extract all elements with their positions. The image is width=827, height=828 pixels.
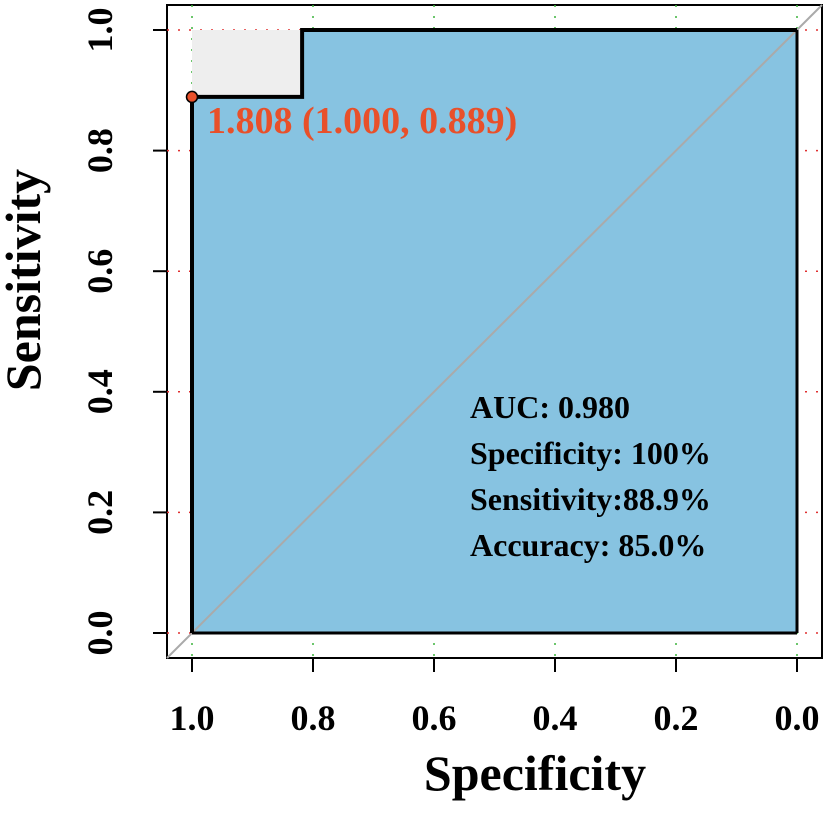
y-tick-label: 0.0 bbox=[80, 611, 120, 656]
y-axis-title: Sensitivity bbox=[0, 169, 51, 391]
stat-line: Specificity: 100% bbox=[470, 435, 711, 471]
x-tick-label: 1.0 bbox=[170, 698, 215, 738]
partial-auc-fill bbox=[192, 30, 797, 633]
roc-curve bbox=[190, 28, 797, 633]
stat-line: Accuracy: 85.0% bbox=[470, 527, 706, 563]
y-tick-label: 0.8 bbox=[80, 128, 120, 173]
x-tick-label: 0.4 bbox=[533, 698, 578, 738]
y-tick-label: 0.6 bbox=[80, 249, 120, 294]
y-tick-label: 0.4 bbox=[80, 369, 120, 414]
stat-line: Sensitivity:88.9% bbox=[470, 481, 711, 517]
threshold-label: 1.808 (1.000, 0.889) bbox=[207, 100, 517, 142]
stat-line: AUC: 0.980 bbox=[470, 389, 630, 425]
x-axis-title: Specificity bbox=[424, 745, 646, 801]
y-tick-label: 1.0 bbox=[80, 8, 120, 53]
x-tick-label: 0.8 bbox=[291, 698, 336, 738]
roc-curve-group: 1.808 (1.000, 0.889) bbox=[185, 28, 799, 635]
threshold-point bbox=[185, 90, 199, 104]
x-tick-label: 0.2 bbox=[654, 698, 699, 738]
x-tick-label: 0.0 bbox=[775, 698, 820, 738]
reference-diagonal bbox=[166, 4, 823, 659]
y-tick-label: 0.2 bbox=[80, 490, 120, 535]
x-axis: 1.0 0.8 0.6 0.4 0.2 0.0 bbox=[170, 658, 820, 738]
y-axis: 0.0 0.2 0.4 0.6 0.8 1.0 bbox=[80, 8, 167, 656]
stats-annotations: AUC: 0.980 Specificity: 100% Sensitivity:8… bbox=[470, 389, 711, 563]
plot-frame bbox=[166, 4, 823, 659]
x-tick-label: 0.6 bbox=[412, 698, 457, 738]
